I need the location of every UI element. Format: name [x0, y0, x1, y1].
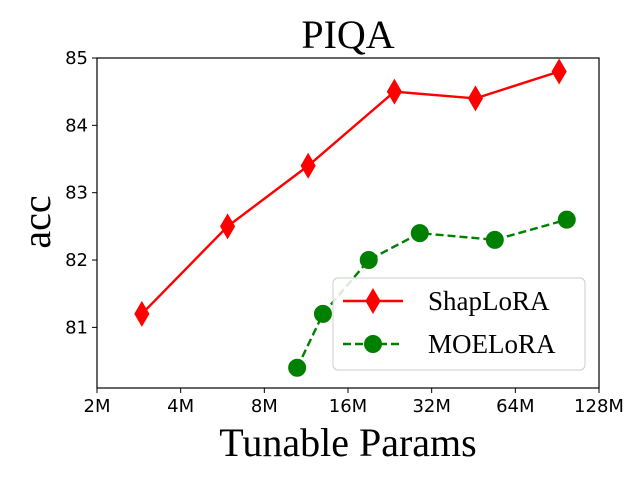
- x-tick-label: 2M: [84, 396, 111, 417]
- y-tick-label: 81: [65, 317, 88, 338]
- y-tick-label: 83: [65, 183, 88, 204]
- series-layer: [134, 58, 576, 377]
- data-point-moelora: [557, 210, 576, 229]
- y-axis-label: acc: [14, 195, 59, 248]
- data-point-moelora: [359, 251, 378, 270]
- legend-marker-shaplora: [365, 288, 381, 314]
- legend: ShapLoRA MOELoRA: [332, 277, 586, 371]
- x-tick-label: 64M: [496, 396, 534, 417]
- x-tick-label: 128M: [574, 396, 624, 417]
- y-tick-label: 84: [65, 115, 88, 136]
- data-point-shaplora: [220, 213, 236, 240]
- legend-label-moelora: MOELoRA: [428, 329, 556, 359]
- data-point-shaplora: [551, 58, 567, 85]
- chart-title: PIQA: [301, 12, 394, 57]
- data-point-moelora: [410, 224, 429, 243]
- data-point-moelora: [485, 230, 504, 249]
- legend-marker-moelora: [364, 335, 382, 353]
- x-tick-label: 4M: [167, 396, 194, 417]
- axis-ticks: 2M 4M 8M 16M 32M 64M 128M 81 82 83 84 85: [65, 48, 624, 417]
- x-tick-label: 16M: [329, 396, 367, 417]
- data-point-shaplora: [386, 78, 402, 105]
- x-tick-label: 8M: [251, 396, 278, 417]
- data-point-moelora: [313, 304, 332, 323]
- data-point-shaplora: [467, 85, 484, 112]
- data-point-shaplora: [300, 152, 316, 179]
- legend-label-shaplora: ShapLoRA: [428, 286, 550, 316]
- y-tick-label: 85: [65, 48, 88, 69]
- x-axis-label: Tunable Params: [219, 420, 476, 465]
- y-tick-label: 82: [65, 250, 88, 271]
- series-line-moelora: [296, 218, 568, 369]
- data-point-shaplora: [134, 300, 150, 327]
- x-tick-label: 32M: [412, 396, 450, 417]
- series-line-shaplora: [140, 70, 560, 315]
- data-point-moelora: [288, 358, 307, 377]
